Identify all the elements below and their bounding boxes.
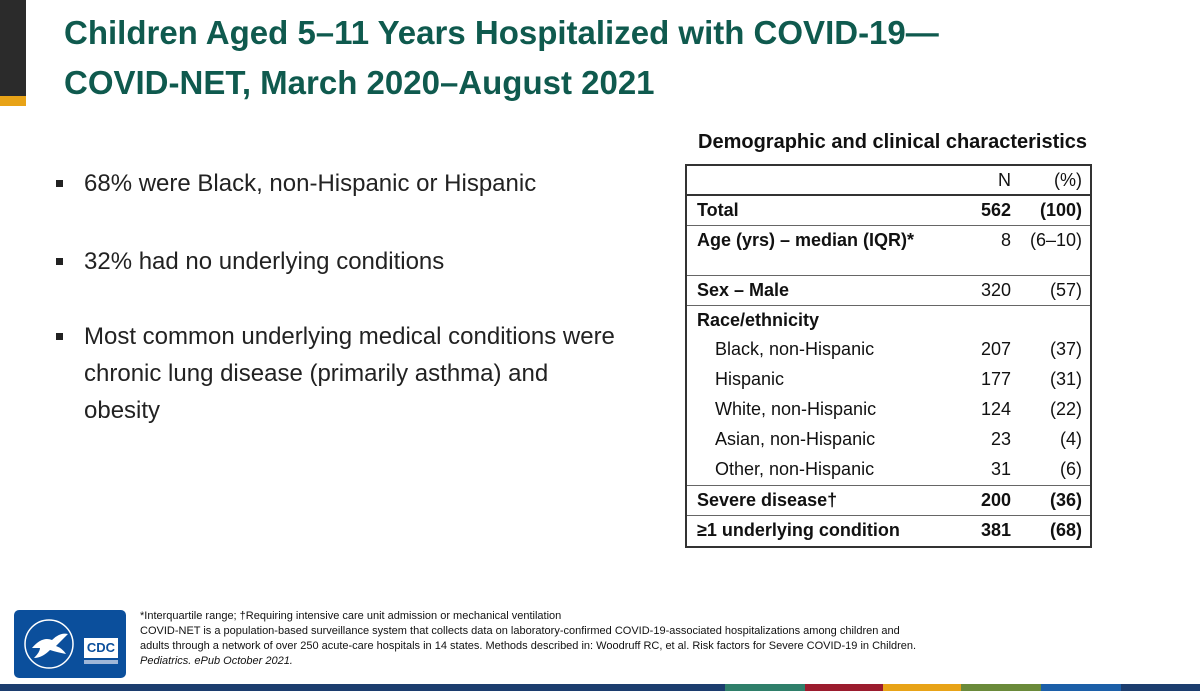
row-pct: (57) [1011,275,1090,306]
table-row-age: Age (yrs) – median (IQR)* 8 (6–10) [687,225,1090,276]
row-pct: (100) [1011,195,1090,226]
table-row: Black, non-Hispanic 207 (37) [687,335,1090,365]
cdc-wordmark: CDC [84,638,118,658]
row-pct [1011,305,1090,335]
footnote-line-2: COVID-NET is a population-based surveill… [140,625,900,637]
footnote-line-3: adults through a network of over 250 acu… [140,640,917,652]
row-label: Hispanic [715,369,785,389]
bullet-text: Most common underlying medical condition… [84,323,615,424]
row-label: Sex – Male [687,275,929,306]
row-pct: (36) [1011,485,1090,516]
table-row-sex: Sex – Male 320 (57) [687,275,1090,306]
row-n: 562 [929,195,1011,226]
row-label: White, non-Hispanic [715,399,877,419]
bottom-bar-segment [1041,684,1121,691]
left-accent-gold-stripe [0,96,26,106]
cdc-wordmark-underline [84,660,118,664]
row-n [929,305,1011,335]
table-row: Asian, non-Hispanic 23 (4) [687,425,1090,455]
table-caption: Demographic and clinical characteristics [698,131,1088,153]
footnote-line-1: *Interquartile range; †Requiring intensi… [140,610,562,622]
table-row: Hispanic 177 (31) [687,365,1090,395]
row-n: 8 [929,225,1011,276]
left-accent-bar [0,0,26,106]
slide-title-line-2: COVID-NET, March 2020–August 2021 [64,64,655,101]
row-n: 124 [980,399,1011,419]
bullet-text: 68% were Black, non-Hispanic or Hispanic [84,170,537,197]
bullet-square-icon [56,333,63,340]
header-pct: (%) [1011,166,1090,196]
header-label [687,166,929,196]
header-n: N [929,166,1011,196]
row-label: Other, non-Hispanic [687,455,929,486]
table-row-race-heading: Race/ethnicity [687,305,1090,335]
table-row: White, non-Hispanic 124 (22) [687,395,1090,425]
table-row-underlying: ≥1 underlying condition 381 (68) [687,515,1090,545]
footnote-line-4: Pediatrics. ePub October 2021. [140,655,293,667]
row-label: ≥1 underlying condition [697,519,900,540]
row-label: Asian, non-Hispanic [715,429,876,449]
bullet-square-icon [56,180,63,187]
cdc-logo: CDC [14,610,126,678]
bullet-text: 32% had no underlying conditions [84,248,445,275]
table-row-total: Total 562 (100) [687,195,1090,226]
row-n: 320 [929,275,1011,306]
bottom-bar-segment [725,684,805,691]
row-n: 23 [990,429,1011,449]
characteristics-table: N (%) Total 562 (100) Age (yrs) – median… [685,164,1092,548]
row-pct: (37) [1049,339,1082,359]
row-pct: (22) [1049,399,1082,419]
row-n: 381 [980,519,1011,540]
slide-title-line-1: Children Aged 5–11 Years Hospitalized wi… [64,14,939,51]
bullet-item: 32% had no underlying conditions [56,243,616,280]
row-n: 200 [929,485,1011,516]
row-pct: (31) [1049,369,1082,389]
row-n: 31 [929,455,1011,486]
bullet-list: 68% were Black, non-Hispanic or Hispanic… [56,165,616,429]
row-label: Black, non-Hispanic [715,339,875,359]
row-pct: (6) [1011,455,1090,486]
bottom-bar-segment [805,684,883,691]
row-n: 177 [980,369,1011,389]
row-label: Race/ethnicity [697,309,820,330]
row-n: 207 [980,339,1011,359]
hhs-eagle-icon [24,619,74,669]
slide-title: Children Aged 5–11 Years Hospitalized wi… [64,8,1064,108]
bottom-bar-segment [961,684,1041,691]
bullet-item: Most common underlying medical condition… [56,318,616,429]
bullet-square-icon [56,258,63,265]
table-row-severe: Severe disease† 200 (36) [687,485,1090,516]
row-label: Severe disease† [687,485,929,516]
row-pct: (6–10) [1011,225,1090,276]
row-label: Total [687,195,929,226]
bottom-bar-segment [883,684,961,691]
footnotes: *Interquartile range; †Requiring intensi… [140,609,1140,669]
bottom-color-bar [0,684,1200,691]
row-pct: (68) [1049,519,1082,540]
row-pct: (4) [1060,429,1082,449]
table-header-row: N (%) [687,166,1090,196]
bullet-item: 68% were Black, non-Hispanic or Hispanic [56,165,616,202]
row-label: Age (yrs) – median (IQR)* [687,225,929,276]
table-row: Other, non-Hispanic 31 (6) [687,455,1090,486]
